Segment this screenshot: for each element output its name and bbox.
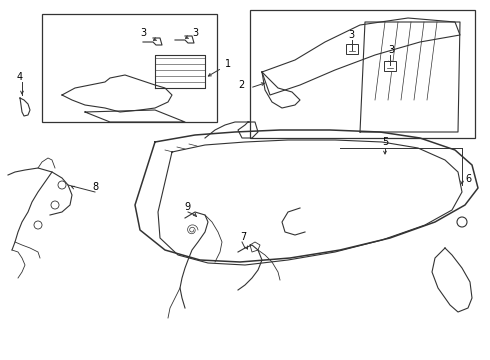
Text: 9: 9: [184, 202, 190, 212]
Bar: [250, 10, 475, 138]
Bar: [384, 61, 396, 71]
Text: 2: 2: [238, 80, 244, 90]
Text: 7: 7: [240, 232, 246, 242]
Text: 8: 8: [92, 182, 98, 192]
Text: 4: 4: [17, 72, 23, 82]
Text: 3: 3: [140, 28, 146, 38]
Bar: [42, 14, 217, 122]
Text: 1: 1: [225, 59, 231, 69]
Text: 6: 6: [465, 174, 471, 184]
Text: 3: 3: [348, 30, 354, 40]
Text: 3: 3: [388, 45, 394, 55]
Text: 3: 3: [192, 28, 198, 38]
Text: 5: 5: [382, 137, 388, 147]
Bar: [346, 44, 358, 54]
